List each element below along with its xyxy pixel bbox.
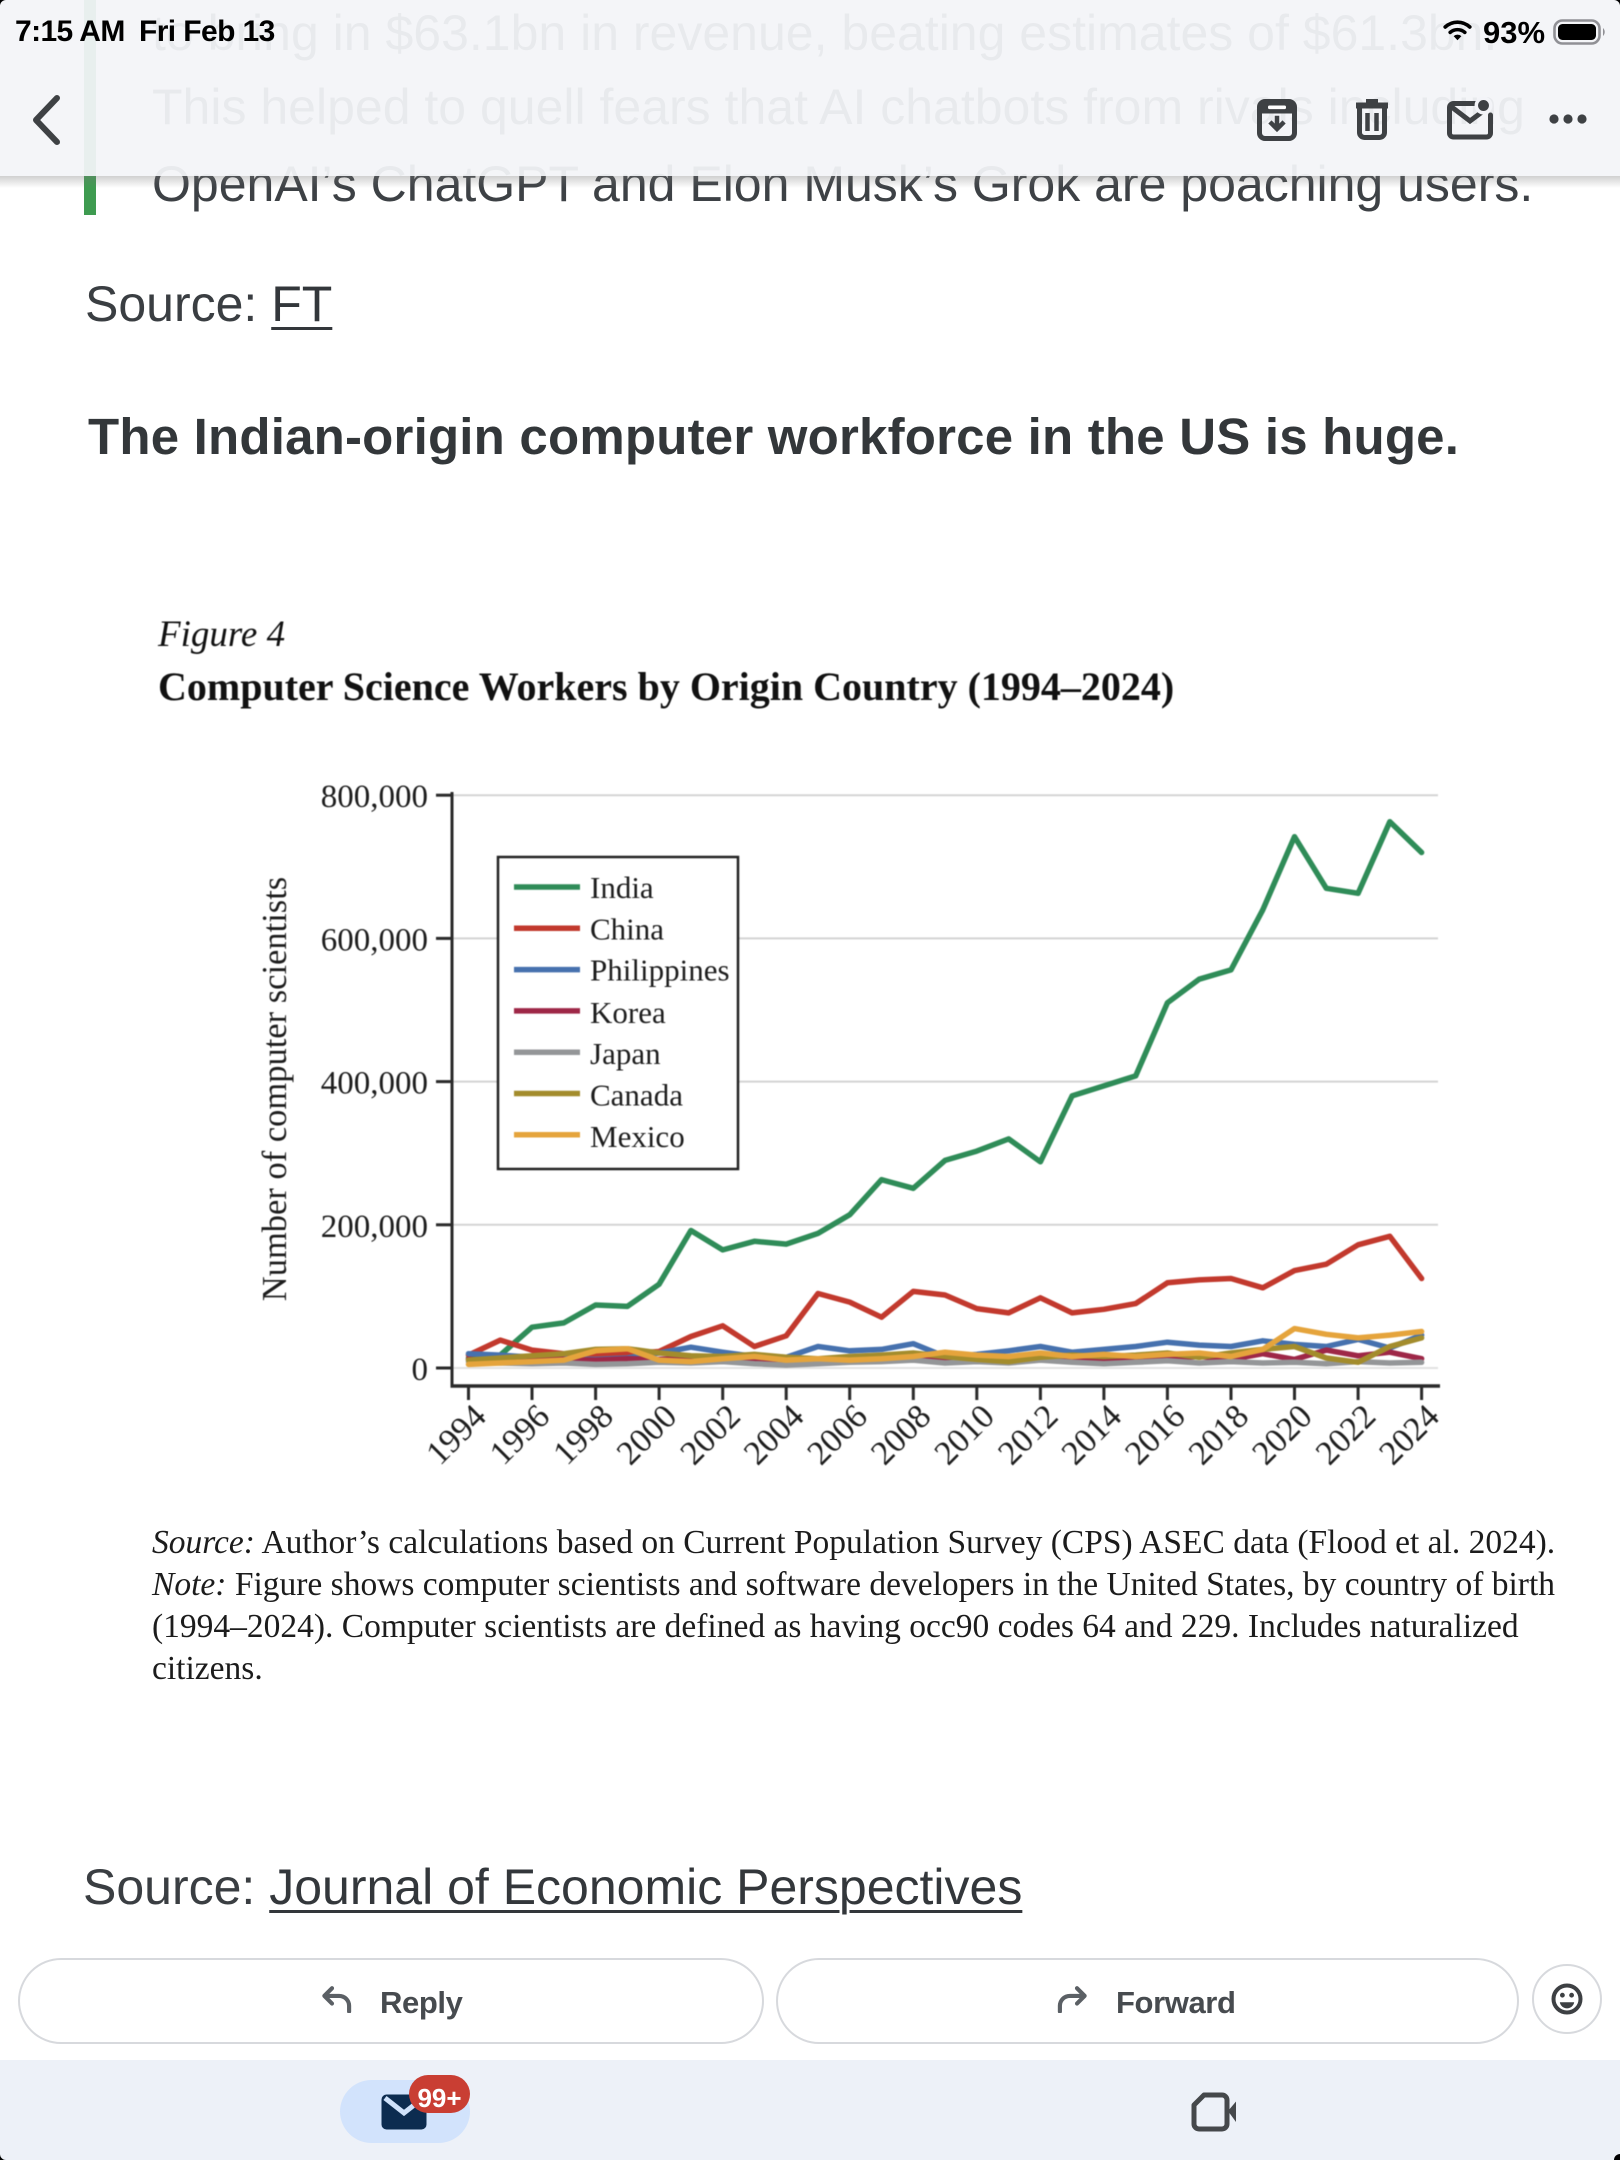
svg-text:Philippines: Philippines xyxy=(590,953,730,988)
svg-text:2020: 2020 xyxy=(1245,1398,1319,1472)
svg-text:400,000: 400,000 xyxy=(321,1066,428,1102)
svg-text:Computer Science Workers by Or: Computer Science Workers by Origin Count… xyxy=(158,664,1174,709)
svg-text:2016: 2016 xyxy=(1118,1398,1192,1472)
svg-text:1998: 1998 xyxy=(546,1398,620,1472)
svg-text:1994: 1994 xyxy=(419,1398,493,1472)
svg-text:2010: 2010 xyxy=(928,1398,1002,1472)
svg-text:China: China xyxy=(590,911,664,946)
svg-text:1996: 1996 xyxy=(483,1398,557,1472)
svg-text:2006: 2006 xyxy=(801,1398,875,1472)
svg-text:800,000: 800,000 xyxy=(321,779,428,815)
svg-text:Mexico: Mexico xyxy=(590,1119,685,1154)
svg-text:2004: 2004 xyxy=(737,1398,811,1472)
svg-text:2000: 2000 xyxy=(610,1398,684,1472)
svg-text:Figure 4: Figure 4 xyxy=(157,614,285,655)
svg-text:Number of computer scientists: Number of computer scientists xyxy=(256,877,294,1301)
svg-text:2008: 2008 xyxy=(864,1398,938,1472)
svg-text:India: India xyxy=(590,870,654,905)
svg-text:2012: 2012 xyxy=(991,1398,1065,1472)
svg-text:200,000: 200,000 xyxy=(321,1209,428,1245)
svg-text:Japan: Japan xyxy=(590,1036,661,1071)
svg-text:2024: 2024 xyxy=(1372,1398,1446,1472)
svg-text:2022: 2022 xyxy=(1309,1398,1383,1472)
svg-text:Korea: Korea xyxy=(590,995,666,1030)
svg-text:Canada: Canada xyxy=(590,1078,683,1113)
svg-text:600,000: 600,000 xyxy=(321,922,428,958)
svg-text:2018: 2018 xyxy=(1182,1398,1256,1472)
svg-text:2002: 2002 xyxy=(674,1398,748,1472)
svg-text:2014: 2014 xyxy=(1055,1398,1129,1472)
svg-text:0: 0 xyxy=(412,1352,429,1388)
